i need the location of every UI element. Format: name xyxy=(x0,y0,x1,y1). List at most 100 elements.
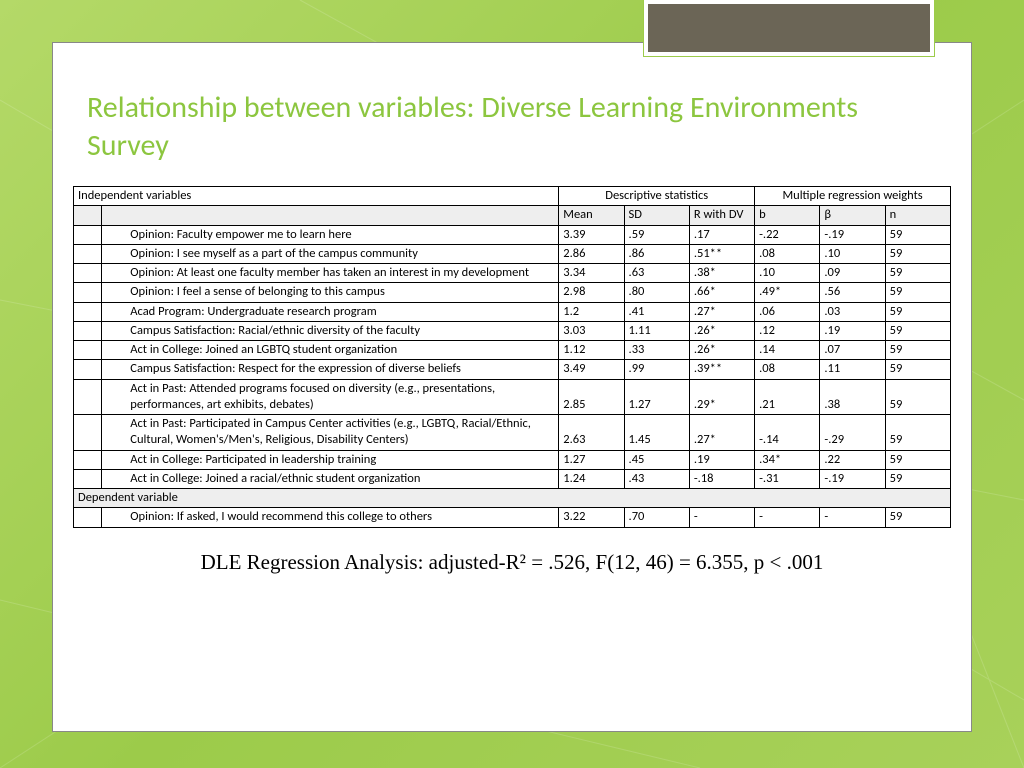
row-blank xyxy=(74,321,102,340)
row-beta: -.19 xyxy=(820,225,885,244)
row-mean: 2.85 xyxy=(559,379,624,415)
row-mean: 1.12 xyxy=(559,341,624,360)
row-r: .27* xyxy=(689,415,754,451)
row-beta: .19 xyxy=(820,321,885,340)
row-beta: .22 xyxy=(820,450,885,469)
row-n: 59 xyxy=(885,341,950,360)
row-label: Opinion: Faculty empower me to learn her… xyxy=(102,225,559,244)
table-row: Act in College: Participated in leadersh… xyxy=(74,450,951,469)
row-mean: 2.86 xyxy=(559,244,624,263)
row-b: -.14 xyxy=(755,415,820,451)
table-row: Campus Satisfaction: Respect for the exp… xyxy=(74,360,951,379)
row-blank xyxy=(74,415,102,451)
row-r: .19 xyxy=(689,450,754,469)
row-label: Act in College: Joined an LGBTQ student … xyxy=(102,341,559,360)
row-blank xyxy=(74,469,102,488)
row-r: .27* xyxy=(689,302,754,321)
row-r: .38* xyxy=(689,264,754,283)
row-n: 59 xyxy=(885,379,950,415)
row-mean: 2.63 xyxy=(559,415,624,451)
row-r: .26* xyxy=(689,321,754,340)
table-row: Act in Past: Attended programs focused o… xyxy=(74,379,951,415)
table-row: Acad Program: Undergraduate research pro… xyxy=(74,302,951,321)
row-n: 59 xyxy=(885,450,950,469)
table-row: Opinion: If asked, I would recommend thi… xyxy=(74,508,951,527)
row-sd: .63 xyxy=(624,264,689,283)
row-blank xyxy=(74,283,102,302)
dependent-header-row: Dependent variable xyxy=(74,489,951,508)
row-r: .51** xyxy=(689,244,754,263)
header-descriptive: Descriptive statistics xyxy=(559,187,755,206)
table-row: Act in Past: Participated in Campus Cent… xyxy=(74,415,951,451)
regression-summary: DLE Regression Analysis: adjusted-R² = .… xyxy=(53,550,971,575)
row-sd: 1.11 xyxy=(624,321,689,340)
row-blank xyxy=(74,302,102,321)
slide-title: Relationship between variables: Diverse … xyxy=(53,43,971,178)
row-n: 59 xyxy=(885,415,950,451)
row-r: .39** xyxy=(689,360,754,379)
row-label: Opinion: I feel a sense of belonging to … xyxy=(102,283,559,302)
row-b: -.31 xyxy=(755,469,820,488)
row-b: .21 xyxy=(755,379,820,415)
row-mean: 3.34 xyxy=(559,264,624,283)
row-sd: 1.45 xyxy=(624,415,689,451)
row-blank xyxy=(74,225,102,244)
row-b: .12 xyxy=(755,321,820,340)
row-b: .14 xyxy=(755,341,820,360)
row-sd: .45 xyxy=(624,450,689,469)
row-b: .06 xyxy=(755,302,820,321)
row-b: .10 xyxy=(755,264,820,283)
row-label: Campus Satisfaction: Racial/ethnic diver… xyxy=(102,321,559,340)
table-row: Opinion: Faculty empower me to learn her… xyxy=(74,225,951,244)
row-label: Acad Program: Undergraduate research pro… xyxy=(102,302,559,321)
row-label: Opinion: If asked, I would recommend thi… xyxy=(102,508,559,527)
row-sd: .41 xyxy=(624,302,689,321)
row-label: Act in College: Joined a racial/ethnic s… xyxy=(102,469,559,488)
row-sd: .59 xyxy=(624,225,689,244)
row-n: 59 xyxy=(885,321,950,340)
row-sd: .99 xyxy=(624,360,689,379)
row-r: .66* xyxy=(689,283,754,302)
dependent-header: Dependent variable xyxy=(74,489,951,508)
row-r: -.18 xyxy=(689,469,754,488)
row-n: 59 xyxy=(885,469,950,488)
row-label: Opinion: I see myself as a part of the c… xyxy=(102,244,559,263)
row-sd: .70 xyxy=(624,508,689,527)
row-r: .29* xyxy=(689,379,754,415)
table-row: Campus Satisfaction: Racial/ethnic diver… xyxy=(74,321,951,340)
row-beta: .10 xyxy=(820,244,885,263)
row-n: 59 xyxy=(885,302,950,321)
row-beta: .56 xyxy=(820,283,885,302)
row-blank xyxy=(74,360,102,379)
col-b: b xyxy=(755,206,820,225)
row-mean: 1.2 xyxy=(559,302,624,321)
row-n: 59 xyxy=(885,244,950,263)
row-n: 59 xyxy=(885,508,950,527)
row-label: Act in Past: Participated in Campus Cent… xyxy=(102,415,559,451)
row-blank xyxy=(74,244,102,263)
slide-container: Relationship between variables: Diverse … xyxy=(52,42,972,732)
col-mean: Mean xyxy=(559,206,624,225)
header-independent: Independent variables xyxy=(74,187,559,206)
row-blank xyxy=(74,379,102,415)
row-beta: .03 xyxy=(820,302,885,321)
row-blank xyxy=(74,264,102,283)
row-n: 59 xyxy=(885,225,950,244)
row-mean: 3.22 xyxy=(559,508,624,527)
row-label: Opinion: At least one faculty member has… xyxy=(102,264,559,283)
col-n: n xyxy=(885,206,950,225)
row-b: .34* xyxy=(755,450,820,469)
row-beta: - xyxy=(820,508,885,527)
table-row: Act in College: Joined an LGBTQ student … xyxy=(74,341,951,360)
row-sd: .86 xyxy=(624,244,689,263)
row-r: - xyxy=(689,508,754,527)
row-mean: 3.49 xyxy=(559,360,624,379)
row-sd: .43 xyxy=(624,469,689,488)
row-sd: 1.27 xyxy=(624,379,689,415)
col-rdv: R with DV xyxy=(689,206,754,225)
table-row: Opinion: At least one faculty member has… xyxy=(74,264,951,283)
row-n: 59 xyxy=(885,283,950,302)
col-sd: SD xyxy=(624,206,689,225)
row-r: .26* xyxy=(689,341,754,360)
row-mean: 2.98 xyxy=(559,283,624,302)
